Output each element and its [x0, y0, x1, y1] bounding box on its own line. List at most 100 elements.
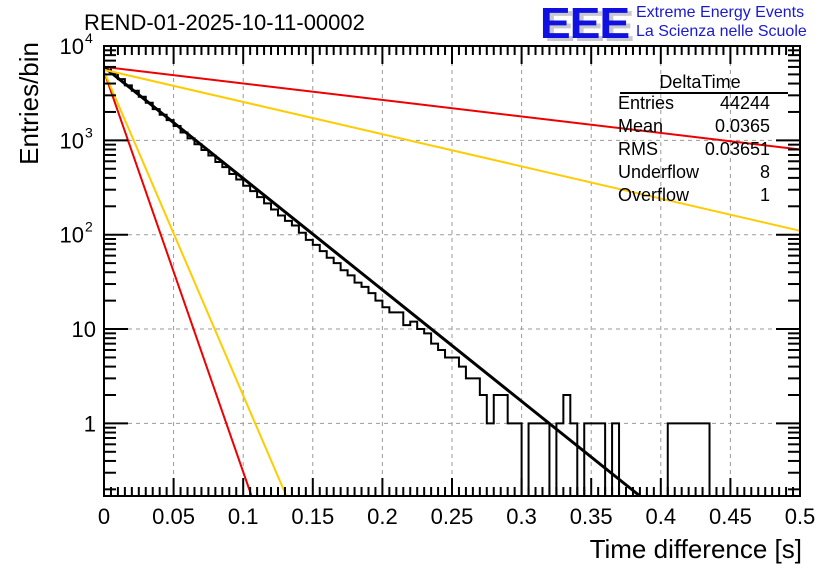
y-tick-label: 10 — [72, 317, 96, 342]
x-tick-label: 0.15 — [291, 504, 334, 529]
x-tick-label: 0.2 — [367, 504, 398, 529]
x-tick-label: 0.25 — [431, 504, 474, 529]
histogram-bin — [201, 150, 208, 496]
x-tick-labels: 0 0.05 0.1 0.15 0.2 0.25 0.3 0.35 0.4 0.45 0.5 — [98, 504, 815, 529]
histogram-bin — [501, 395, 508, 496]
stats-divider — [620, 92, 788, 94]
histogram-bin — [459, 367, 466, 496]
histogram-bin — [473, 378, 480, 496]
y-tick-exponent: 4 — [85, 30, 93, 46]
histogram-bin — [515, 423, 522, 496]
histogram-bin — [250, 191, 257, 496]
histogram-bin — [612, 423, 619, 496]
y-tick-label: 10 — [60, 223, 84, 248]
stats-value: 0.03651 — [704, 139, 770, 159]
histogram-bin — [584, 423, 591, 496]
upper-bound-slow — [103, 65, 801, 151]
histogram-bin — [236, 179, 243, 496]
histogram-bin — [382, 307, 389, 496]
histogram-bin — [682, 423, 689, 496]
histogram-bin — [306, 240, 313, 496]
y-tick-label: 10 — [60, 34, 84, 59]
histogram-bin — [341, 270, 348, 496]
histogram-bin — [668, 423, 675, 496]
histogram-bin — [368, 293, 375, 496]
histogram-bin — [389, 312, 396, 496]
histogram-bin — [153, 109, 160, 496]
y-tick-exponent: 3 — [85, 124, 93, 140]
stats-box: DeltaTime Entries 44244 Mean 0.0365 RMS … — [610, 72, 788, 207]
x-axis-label: Time difference [s] — [589, 534, 802, 564]
x-tick-label: 0.1 — [228, 504, 259, 529]
stats-key: Overflow — [618, 185, 690, 205]
histogram-bin — [292, 226, 299, 496]
histogram-bin — [285, 221, 292, 496]
upper-bound-fast — [103, 70, 253, 497]
histogram-bin — [160, 115, 167, 496]
histogram-bin — [466, 378, 473, 496]
x-tick-label: 0.05 — [152, 504, 195, 529]
histogram-bin — [452, 357, 459, 496]
histogram-bin — [327, 258, 334, 496]
stats-row-rms: RMS 0.03651 — [610, 138, 780, 161]
histogram-bin — [598, 423, 605, 496]
histogram-bin — [424, 333, 431, 496]
stats-value: 1 — [759, 185, 770, 205]
histogram-bin — [487, 423, 494, 496]
histogram-bin — [334, 263, 341, 496]
x-tick-label: 0 — [98, 504, 110, 529]
x-tick-label: 0.35 — [570, 504, 613, 529]
histogram-bin — [167, 120, 174, 496]
histogram-bin — [243, 186, 250, 496]
logo-letters: EEE — [539, 0, 630, 48]
y-tick-exponent: 2 — [85, 219, 93, 235]
histogram-bin — [536, 423, 543, 496]
stats-value: 0.0365 — [714, 116, 770, 136]
histogram-bin — [542, 423, 549, 496]
histogram-bin — [508, 423, 515, 496]
histogram-bin — [320, 251, 327, 496]
y-axis-label: Entries/bin — [14, 42, 44, 165]
histogram-bin — [194, 144, 201, 496]
histogram-bin — [375, 301, 382, 496]
histogram-bin — [313, 245, 320, 496]
histogram-bin — [146, 103, 153, 496]
lower-bound-slow — [103, 68, 801, 232]
y-tick-label: 10 — [60, 128, 84, 153]
histogram-bin — [222, 167, 229, 496]
histogram-bin — [570, 423, 577, 496]
logo-line2: La Scienza nelle Scuole — [636, 23, 807, 40]
histogram-bin — [278, 215, 285, 496]
stats-row-underflow: Underflow 8 — [610, 161, 780, 184]
histogram-bin — [480, 395, 487, 496]
stats-key: Mean — [618, 116, 664, 136]
x-tick-label: 0.4 — [646, 504, 677, 529]
x-tick-label: 0.5 — [785, 504, 816, 529]
histogram-bin — [174, 126, 181, 496]
histogram-bin — [257, 197, 264, 496]
stats-row-overflow: Overflow 1 — [610, 184, 780, 207]
stats-key: RMS — [618, 139, 658, 159]
logo-line1: Extreme Energy Events — [636, 4, 805, 21]
histogram-bin — [675, 423, 682, 496]
lower-bound-fast — [103, 70, 288, 497]
histogram-bin — [299, 233, 306, 496]
stats-title: DeltaTime — [659, 72, 741, 92]
histogram-bin — [362, 287, 369, 496]
histogram-bin — [271, 209, 278, 496]
histogram-bin — [431, 344, 438, 496]
histogram-bin — [529, 423, 536, 496]
histogram-bin — [355, 283, 362, 496]
histogram-bin — [118, 79, 125, 496]
stats-key: Entries — [618, 93, 675, 113]
histogram-bin — [417, 329, 424, 496]
histogram-bin — [703, 423, 710, 496]
histogram-bin — [403, 325, 410, 496]
x-tick-label: 0.3 — [506, 504, 537, 529]
stats-value: 44244 — [719, 93, 770, 113]
stats-row-mean: Mean 0.0365 — [610, 115, 780, 138]
stats-key: Underflow — [618, 162, 700, 182]
histogram-bin — [181, 133, 188, 496]
